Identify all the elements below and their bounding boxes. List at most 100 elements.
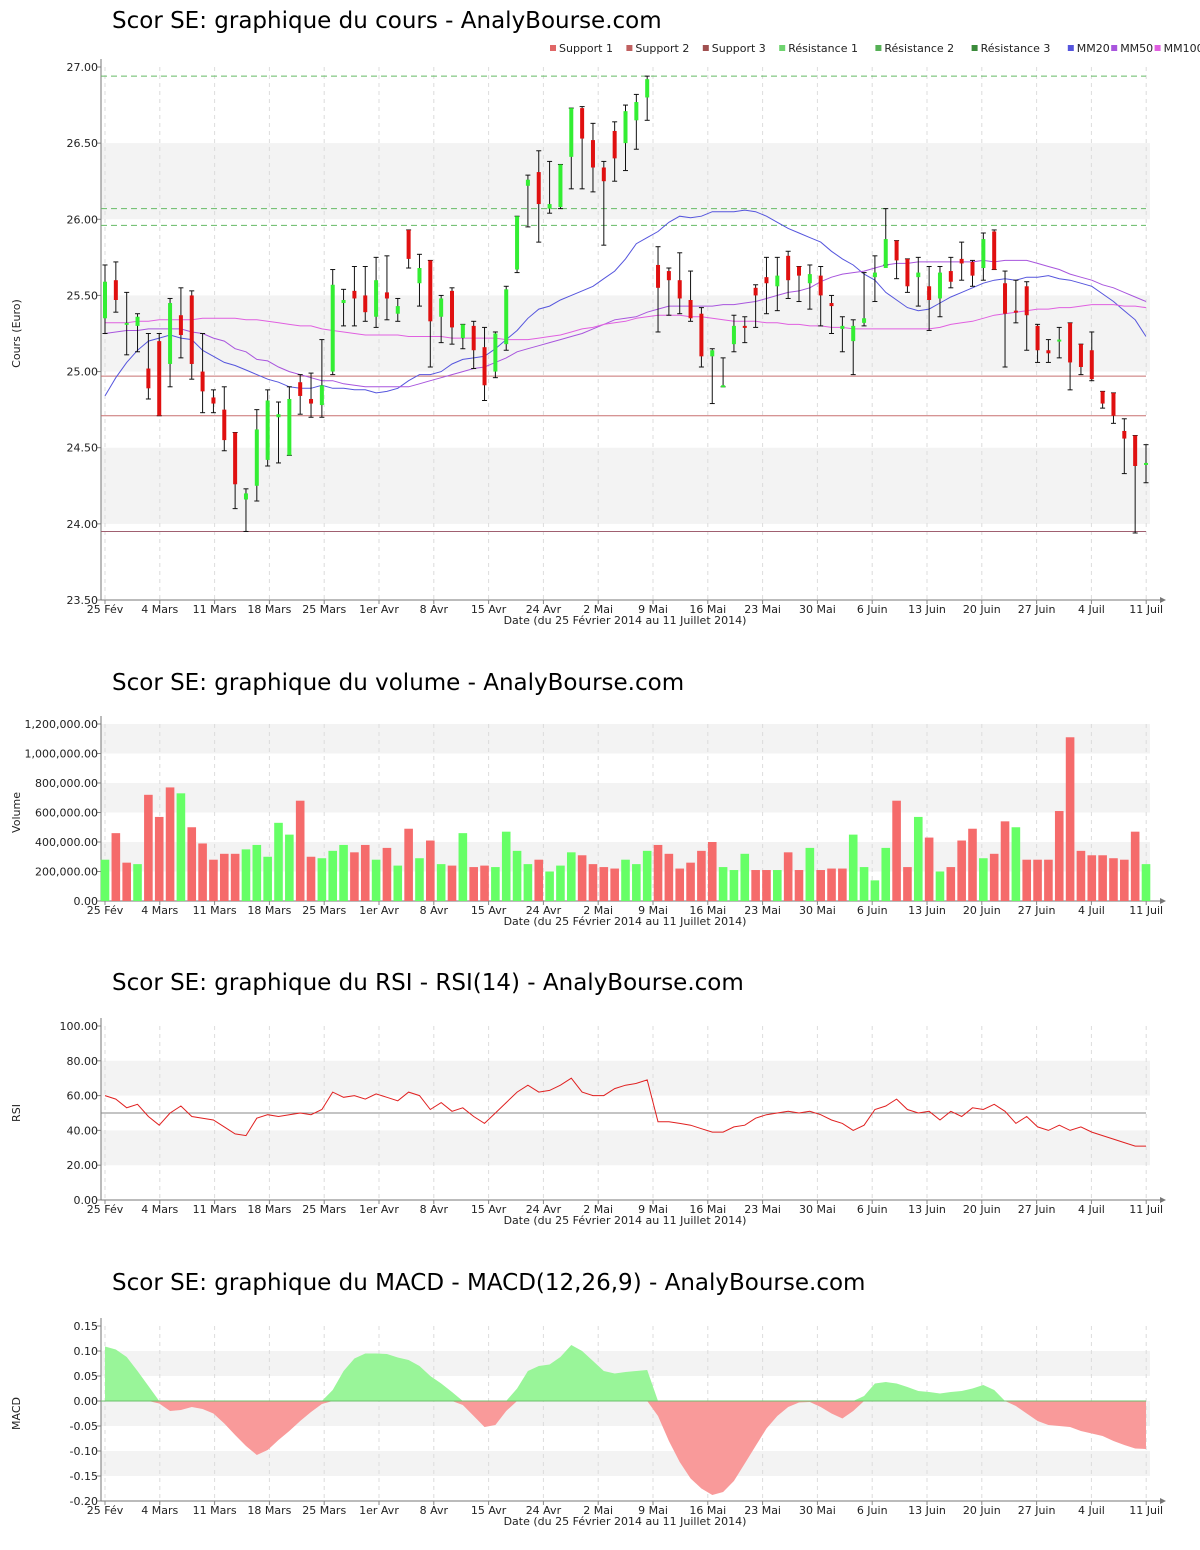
price-xtick-label: 13 Juin <box>908 603 946 616</box>
rsi-xtick-label: 4 Juil <box>1078 1203 1105 1216</box>
volume-band <box>101 724 1150 754</box>
rsi-x-axis-label: Date (du 25 Février 2014 au 11 Juillet 2… <box>504 1214 747 1227</box>
rsi-ytick-label: 100.00 <box>60 1020 99 1033</box>
candle <box>796 265 802 303</box>
candle-body <box>1078 344 1083 368</box>
price-xtick-label: 11 Juil <box>1129 603 1163 616</box>
candle <box>666 267 672 316</box>
volume-bar <box>610 868 619 901</box>
candle <box>1121 418 1127 475</box>
macd-ytick-label: -0.15 <box>70 1470 98 1483</box>
volume-bar <box>415 858 424 901</box>
volume-ytick-label: 1,200,000.00 <box>25 718 98 731</box>
candle <box>482 326 488 402</box>
candle-body <box>265 400 270 460</box>
candle-body <box>872 272 877 278</box>
candle-body <box>515 216 520 270</box>
rsi-ytick-label: 80.00 <box>67 1055 99 1068</box>
candle <box>612 121 618 182</box>
candle <box>1089 331 1095 382</box>
price-ytick-label: 25.00 <box>67 366 99 379</box>
volume-ytick-label: 200,000.00 <box>35 866 98 879</box>
macd-xtick-label: 15 Avr <box>471 1504 507 1517</box>
candle <box>623 104 628 172</box>
volume-chart: 0.00 200,000.00 400,000.00 600,000.00 800,00… <box>10 716 1166 928</box>
macd-band <box>101 1451 1150 1476</box>
candle-body <box>656 264 661 288</box>
volume-bar <box>838 868 847 901</box>
rsi-xtick-label: 20 Juin <box>963 1203 1001 1216</box>
candle-body <box>504 289 509 345</box>
candle-body <box>1057 339 1062 342</box>
candle-body <box>927 286 932 300</box>
macd-xtick-label: 13 Juin <box>908 1504 946 1517</box>
volume-xtick-label: 13 Juin <box>908 904 946 917</box>
volume-xtick-label: 11 Mars <box>193 904 237 917</box>
candle-body <box>395 306 400 314</box>
volume-bar <box>783 852 793 901</box>
volume-bar <box>263 856 272 901</box>
rsi-y-axis-label: RSI <box>10 1104 23 1122</box>
candle-body <box>341 299 346 304</box>
candle-body <box>807 274 812 284</box>
candle-body <box>731 325 736 345</box>
volume-bar <box>762 870 771 901</box>
volume-bar <box>632 864 641 901</box>
volume-bar <box>707 842 717 901</box>
candle-body <box>948 271 953 282</box>
candle-body <box>905 258 910 287</box>
macd-xtick-label: 2 Mai <box>583 1504 613 1517</box>
candle <box>286 386 292 456</box>
volume-bar <box>491 867 500 901</box>
rsi-xtick-label: 1er Avr <box>359 1203 399 1216</box>
price-xtick-label: 8 Avr <box>420 603 449 616</box>
candle-body <box>482 347 487 386</box>
macd-xtick-label: 23 Mai <box>744 1504 781 1517</box>
candle <box>449 287 455 345</box>
volume-x-arrow <box>1160 898 1166 904</box>
rsi-xtick-label: 15 Avr <box>471 1203 507 1216</box>
volume-bar <box>469 867 478 901</box>
candle <box>1110 392 1116 424</box>
candle-body <box>970 261 975 276</box>
legend-swatch <box>779 45 786 51</box>
volume-bar <box>545 871 554 901</box>
legend-entry: Résistance 3 <box>981 42 1051 55</box>
candle-body <box>417 268 422 284</box>
volume-bar <box>154 816 164 901</box>
candle-body <box>113 280 118 300</box>
candle-body <box>992 231 997 270</box>
legend-entry: Résistance 1 <box>788 42 858 55</box>
price-xtick-label: 11 Mars <box>193 603 237 616</box>
mm100-line <box>105 304 1147 341</box>
candle-body <box>916 272 921 278</box>
candle <box>395 297 401 322</box>
price-xtick-label: 15 Avr <box>471 603 507 616</box>
candle-body <box>428 260 433 322</box>
price-x-axis-label: Date (du 25 Février 2014 au 11 Juillet 2… <box>504 614 747 627</box>
volume-ytick-label: 800,000.00 <box>35 777 98 790</box>
candle <box>384 255 390 321</box>
macd-y-axis-label: MACD <box>10 1397 23 1430</box>
candle <box>362 265 368 322</box>
candle <box>894 240 900 280</box>
candle-body <box>493 333 498 372</box>
price-xtick-label: 9 Mai <box>638 603 668 616</box>
macd-ytick-label: 0.10 <box>74 1345 99 1358</box>
candle <box>601 160 607 246</box>
candle-body <box>558 164 563 208</box>
volume-bar <box>371 859 381 901</box>
legend-swatch <box>626 45 633 51</box>
rsi-xtick-label: 6 Juin <box>857 1203 888 1216</box>
volume-bar <box>859 867 869 901</box>
volume-xtick-label: 23 Mai <box>744 904 781 917</box>
volume-xtick-label: 1er Avr <box>359 904 399 917</box>
legend-entry: MM20 <box>1077 42 1110 55</box>
candle-body <box>1068 322 1073 363</box>
candle <box>1002 270 1008 368</box>
volume-bar <box>306 856 316 901</box>
volume-bar <box>295 800 305 901</box>
price-xtick-label: 4 Mars <box>141 603 178 616</box>
volume-bar <box>979 858 988 901</box>
candle-body <box>775 275 780 287</box>
